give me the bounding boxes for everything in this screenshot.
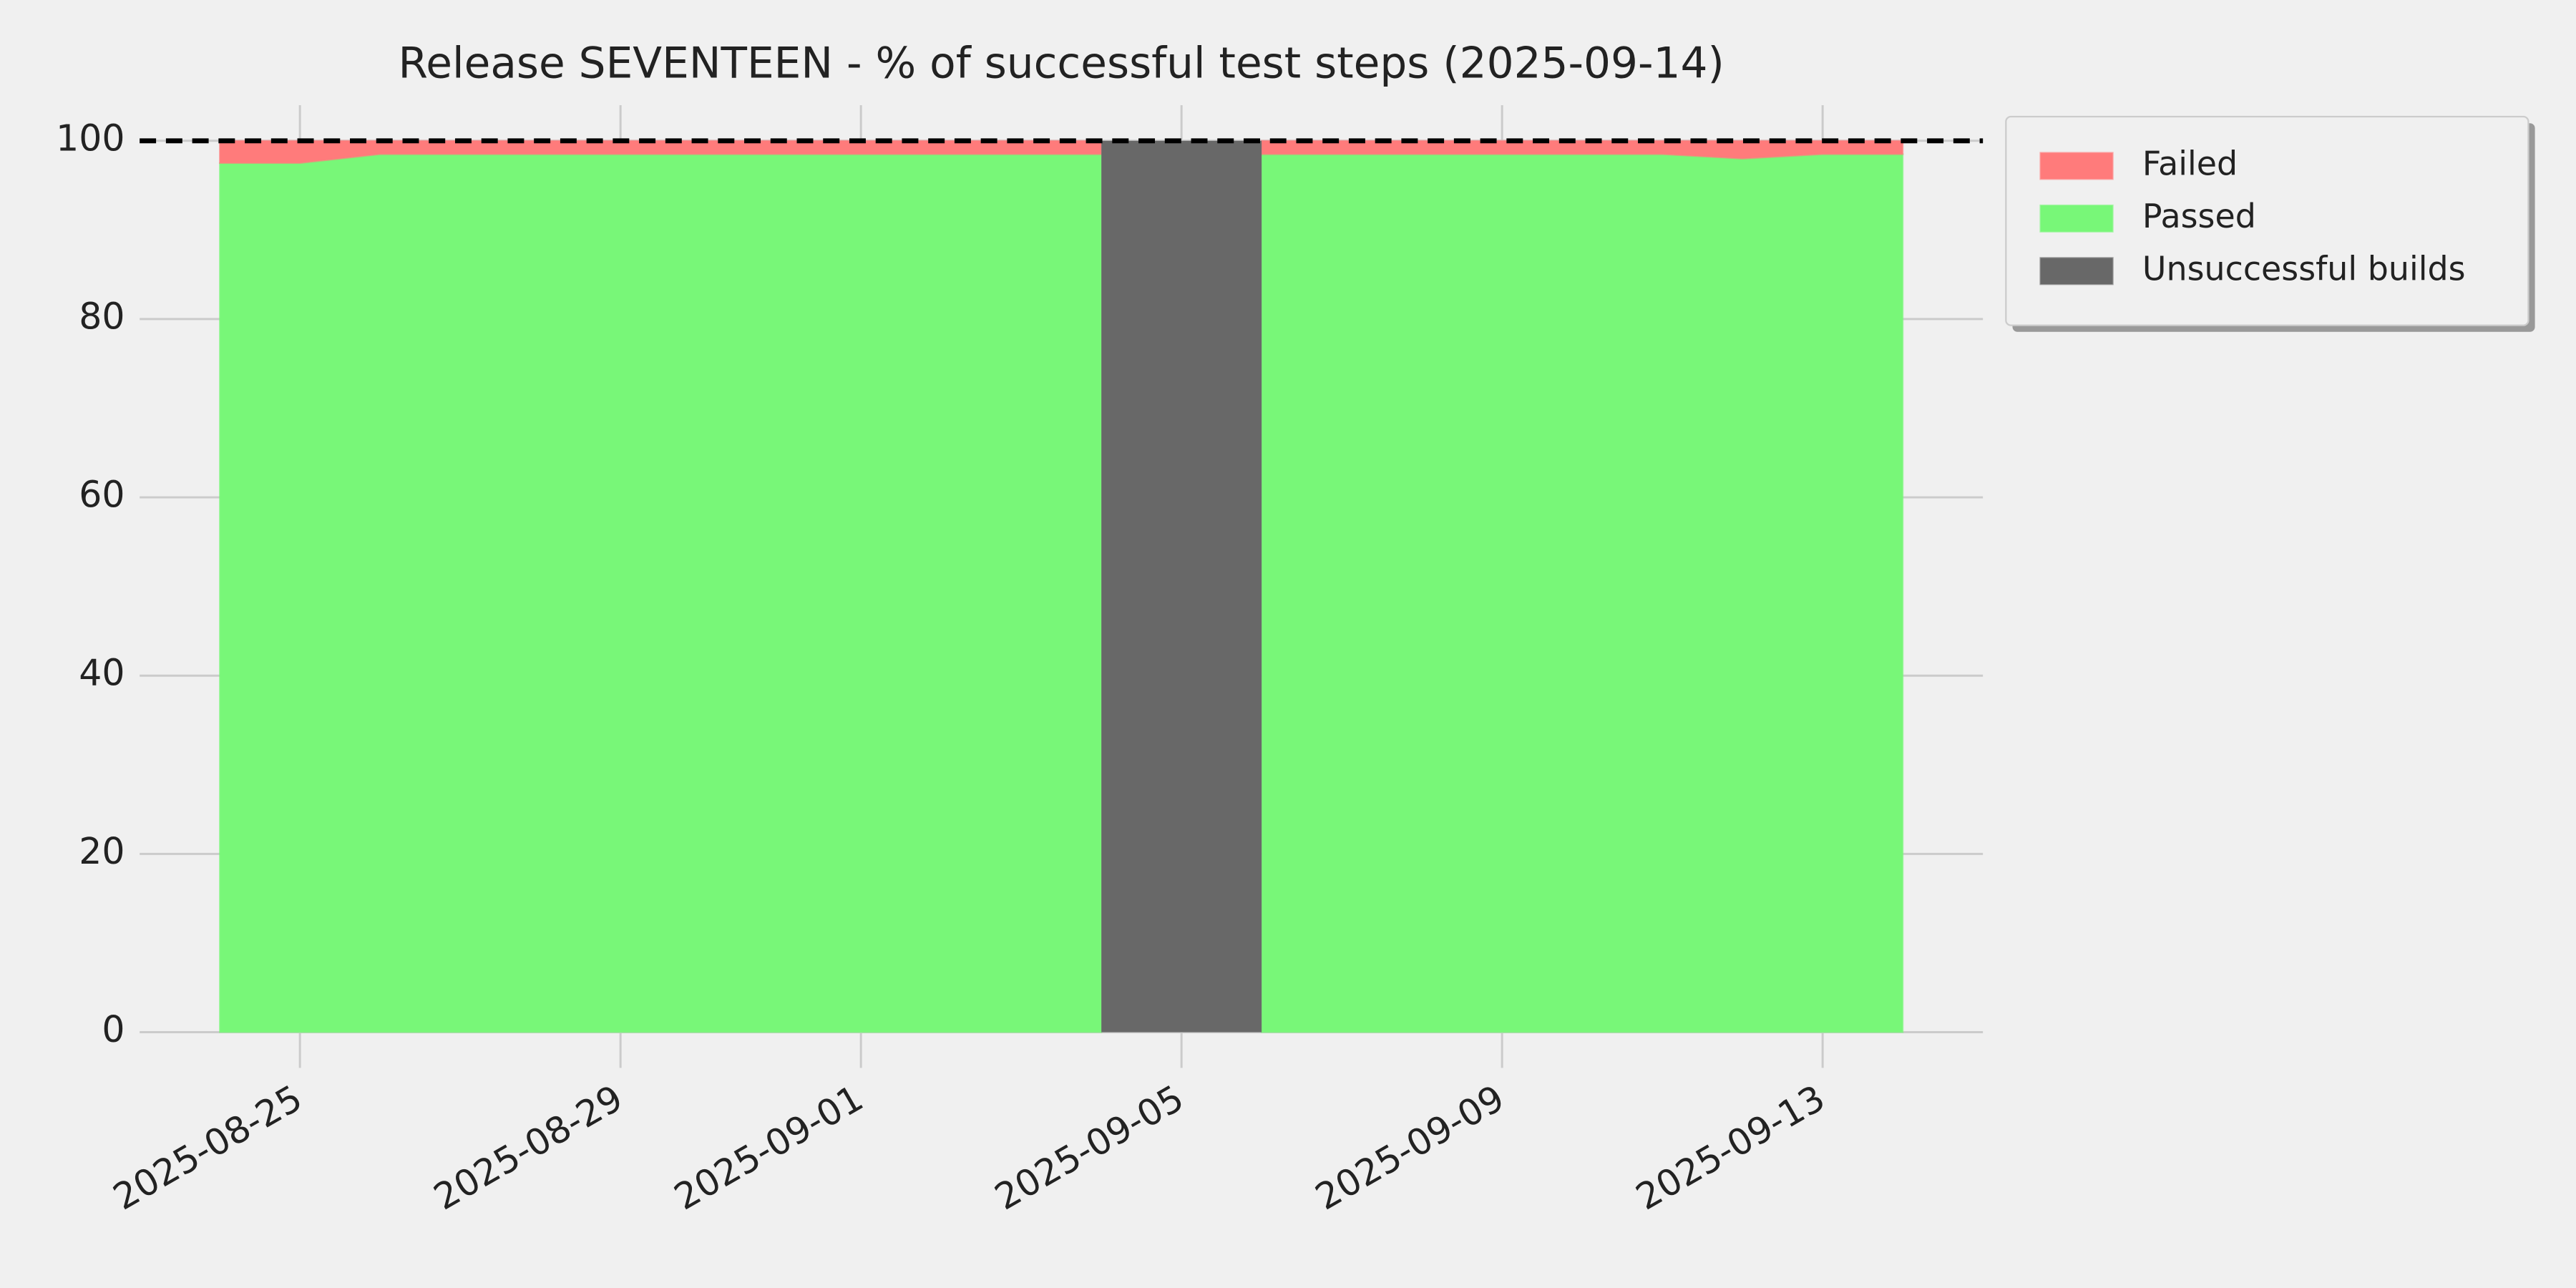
legend-swatch [2039,204,2114,233]
x-tick-label: 2025-08-29 [426,1077,630,1219]
y-tick-label: 0 [102,1008,125,1050]
x-tick-label: 2025-09-13 [1629,1077,1832,1219]
legend-label: Failed [2142,144,2238,182]
x-tick-label: 2025-08-25 [106,1077,309,1219]
x-tick-label: 2025-09-05 [987,1077,1191,1219]
legend-swatch [2039,257,2114,286]
legend-box [2005,115,2529,326]
y-tick-label: 20 [79,830,125,872]
y-tick-label: 40 [79,652,125,694]
legend-label: Passed [2142,197,2256,235]
x-tick-label: 2025-09-01 [667,1077,870,1219]
y-tick-label: 60 [79,474,125,516]
y-tick-label: 80 [79,295,125,337]
chart-title: Release SEVENTEEN - % of successful test… [399,39,1724,88]
x-tick-label: 2025-09-09 [1308,1077,1511,1219]
area [219,153,1904,1033]
unsuccessful-build-bar [1101,140,1262,1033]
legend-label: Unsuccessful builds [2142,249,2466,288]
y-tick-label: 100 [56,117,125,159]
legend-swatch [2039,152,2114,180]
